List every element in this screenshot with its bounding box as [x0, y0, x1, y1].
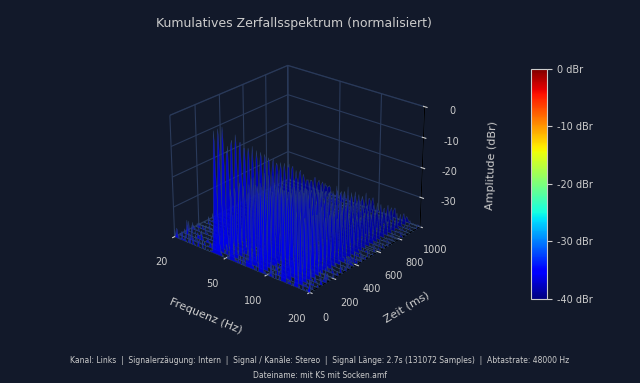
- Title: Kumulatives Zerfallsspektrum (normalisiert): Kumulatives Zerfallsspektrum (normalisie…: [156, 17, 433, 30]
- X-axis label: Frequenz (Hz): Frequenz (Hz): [168, 297, 244, 336]
- Y-axis label: Zeit (ms): Zeit (ms): [383, 290, 431, 325]
- Text: Dateiname: mit KS mit Socken.amf: Dateiname: mit KS mit Socken.amf: [253, 371, 387, 380]
- Text: Kanal: Links  |  Signalerzäugung: Intern  |  Signal / Kanäle: Stereo  |  Signal : Kanal: Links | Signalerzäugung: Intern |…: [70, 355, 570, 365]
